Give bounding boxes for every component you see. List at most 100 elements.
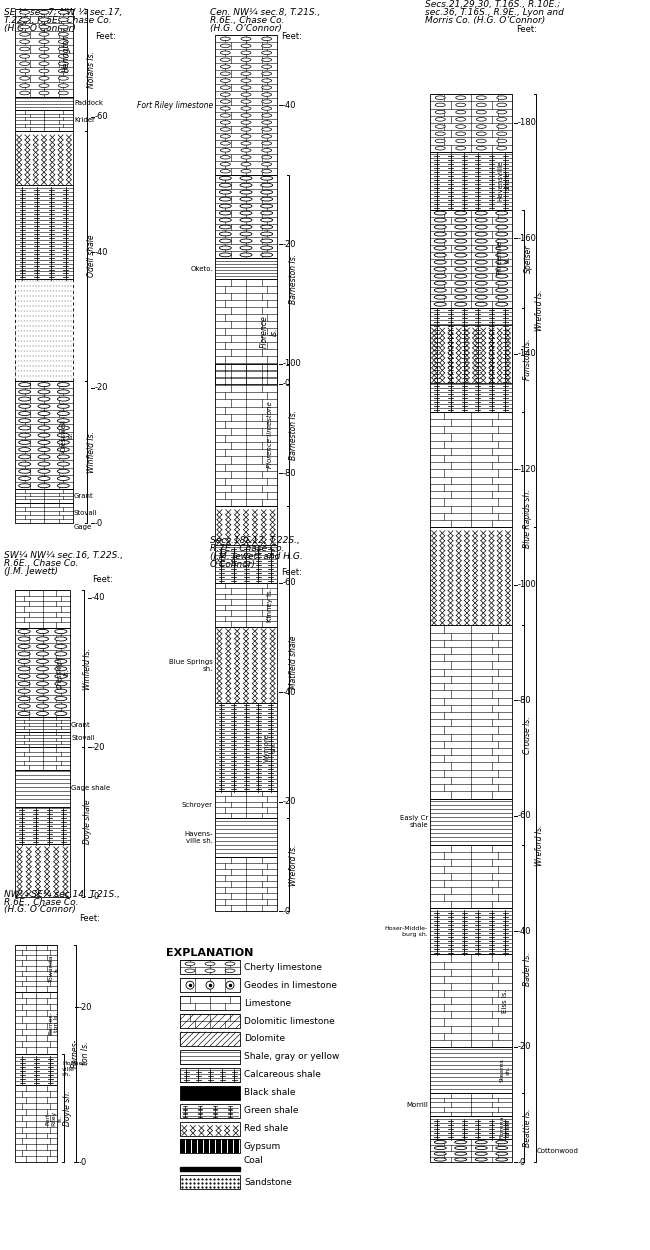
Text: Grant: Grant (74, 492, 94, 499)
Ellipse shape (220, 58, 230, 61)
Ellipse shape (262, 72, 272, 75)
Ellipse shape (436, 102, 445, 106)
Text: Hoser-Middle-
burg sh.: Hoser-Middle- burg sh. (385, 926, 428, 936)
Ellipse shape (496, 274, 508, 278)
Text: Red shale: Red shale (244, 1124, 288, 1132)
Ellipse shape (38, 448, 50, 451)
Ellipse shape (55, 689, 67, 694)
Ellipse shape (262, 86, 272, 89)
Ellipse shape (38, 434, 50, 437)
Ellipse shape (436, 110, 445, 114)
Ellipse shape (496, 1158, 508, 1161)
Text: (J.M. Jewett and H.G.: (J.M. Jewett and H.G. (210, 552, 303, 561)
Ellipse shape (39, 69, 49, 72)
Ellipse shape (57, 398, 70, 401)
Bar (430, 845, 512, 909)
Ellipse shape (18, 711, 30, 716)
Ellipse shape (220, 149, 230, 152)
Ellipse shape (220, 44, 230, 48)
Text: (H.G. O’Connor): (H.G. O’Connor) (4, 905, 76, 915)
Bar (15, 1085, 57, 1162)
Ellipse shape (241, 58, 251, 61)
Text: Florence
ls.: Florence ls. (259, 315, 279, 348)
Ellipse shape (436, 132, 445, 135)
Ellipse shape (220, 106, 230, 110)
Text: R.6E., Chase Co.: R.6E., Chase Co. (4, 898, 79, 906)
Ellipse shape (55, 666, 67, 671)
Ellipse shape (241, 121, 251, 124)
Ellipse shape (240, 204, 252, 208)
Text: Beattie Is.: Beattie Is. (523, 1109, 532, 1148)
Ellipse shape (434, 239, 447, 242)
Ellipse shape (475, 1146, 488, 1150)
Ellipse shape (39, 61, 49, 65)
Bar (430, 909, 512, 955)
Ellipse shape (241, 135, 251, 139)
Ellipse shape (476, 102, 486, 106)
Text: Dolomite: Dolomite (244, 1035, 285, 1044)
Ellipse shape (57, 419, 70, 422)
Ellipse shape (57, 390, 70, 394)
Ellipse shape (19, 398, 31, 401)
Bar (215, 819, 277, 856)
Ellipse shape (241, 114, 251, 118)
Ellipse shape (58, 10, 68, 14)
Ellipse shape (58, 84, 68, 88)
Ellipse shape (57, 411, 70, 415)
Ellipse shape (19, 440, 31, 445)
Ellipse shape (240, 232, 252, 236)
Text: Dolomitic limestone: Dolomitic limestone (244, 1016, 335, 1025)
Bar (180, 1032, 240, 1046)
Ellipse shape (434, 1140, 447, 1144)
Bar (204, 1140, 209, 1154)
Text: Fort Riley limestone: Fort Riley limestone (136, 100, 213, 110)
Ellipse shape (55, 704, 67, 709)
Ellipse shape (262, 141, 272, 145)
Ellipse shape (241, 65, 251, 69)
Ellipse shape (261, 204, 272, 208)
Ellipse shape (185, 969, 195, 972)
Text: Limestone: Limestone (244, 999, 291, 1008)
Ellipse shape (241, 79, 251, 82)
Text: R.6E., Chase Co.: R.6E., Chase Co. (210, 16, 285, 25)
Ellipse shape (456, 118, 466, 121)
Ellipse shape (456, 125, 466, 129)
Ellipse shape (434, 274, 447, 278)
Ellipse shape (262, 106, 272, 110)
Bar (430, 411, 512, 528)
Bar (215, 856, 277, 911)
Text: -60: -60 (95, 112, 109, 121)
Bar (15, 590, 70, 628)
Ellipse shape (262, 44, 272, 48)
Ellipse shape (55, 638, 67, 641)
Text: -80: -80 (283, 469, 296, 478)
Ellipse shape (20, 18, 30, 21)
Ellipse shape (18, 696, 30, 701)
Ellipse shape (496, 211, 508, 215)
Ellipse shape (436, 96, 445, 100)
Text: Holmes-
ville
sh.: Holmes- ville sh. (62, 1061, 88, 1078)
Ellipse shape (219, 253, 231, 256)
Ellipse shape (205, 969, 215, 972)
Text: -160: -160 (518, 234, 537, 242)
Ellipse shape (219, 184, 231, 188)
Bar (180, 1140, 240, 1154)
Ellipse shape (261, 239, 272, 242)
Ellipse shape (38, 382, 50, 386)
Ellipse shape (241, 38, 251, 40)
Ellipse shape (18, 666, 30, 671)
Ellipse shape (220, 135, 230, 139)
Ellipse shape (475, 239, 488, 242)
Ellipse shape (455, 1152, 467, 1155)
Ellipse shape (220, 114, 230, 118)
Ellipse shape (475, 254, 488, 258)
Text: Cen. NW¼ sec.8, T.21S.,: Cen. NW¼ sec.8, T.21S., (210, 9, 320, 18)
Ellipse shape (57, 440, 70, 445)
Ellipse shape (261, 246, 272, 250)
Bar (15, 1054, 57, 1085)
Ellipse shape (456, 102, 466, 106)
Ellipse shape (57, 469, 70, 474)
Ellipse shape (475, 281, 488, 285)
Ellipse shape (220, 38, 230, 40)
Ellipse shape (455, 219, 467, 222)
